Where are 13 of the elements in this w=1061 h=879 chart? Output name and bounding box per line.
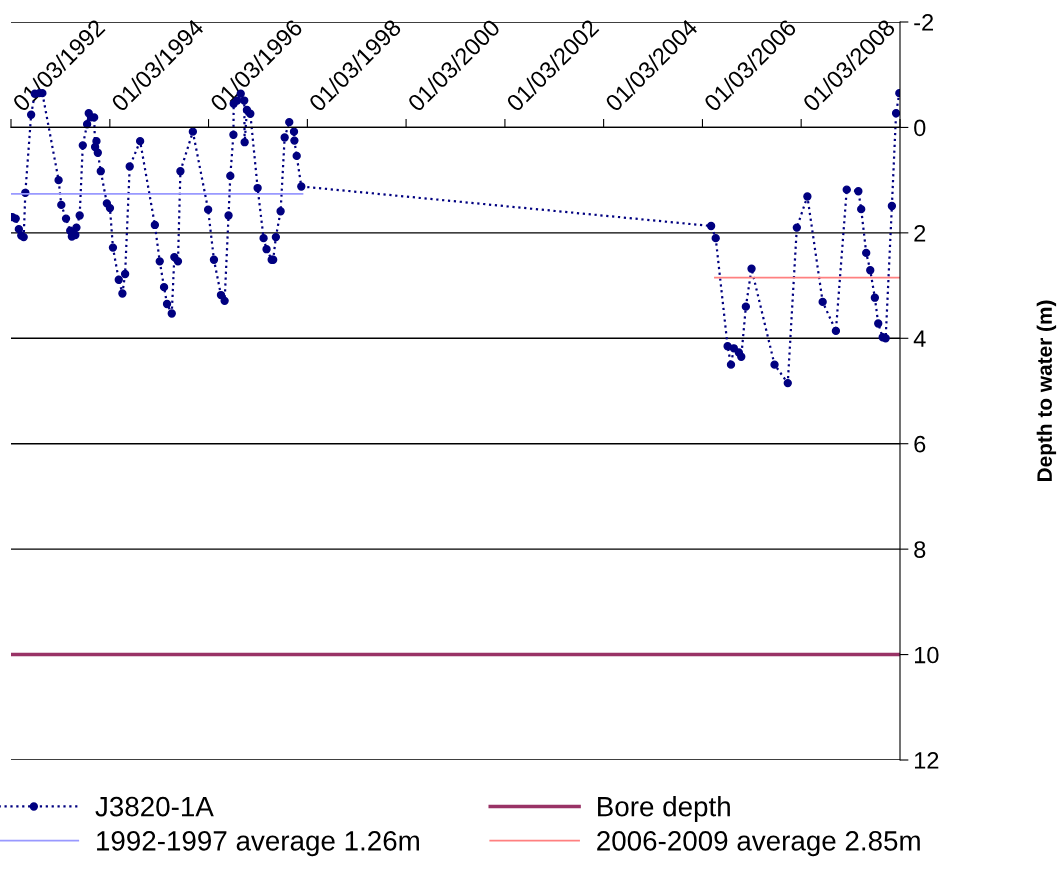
legend-label: J3820-1A [95,796,214,817]
legend-label: 2006-2009 average 2.85m [597,831,920,857]
y-tick-label: 4 [913,330,926,347]
y-tick-label: 2 [914,224,926,242]
y-tick-label: 10 [914,646,939,664]
y-tick-label: 8 [914,541,926,558]
y-tick-label: 0 [914,119,926,137]
y-tick-label: 6 [914,435,926,453]
legend-label: 1992-1997 average 1.26m [97,831,419,857]
y-tick-label: 12 [914,752,939,769]
y-axis-title: Depth to water (m) [1036,300,1057,482]
y-tick-label: -2 [914,14,933,31]
legend-label: Bore depth [598,796,730,822]
